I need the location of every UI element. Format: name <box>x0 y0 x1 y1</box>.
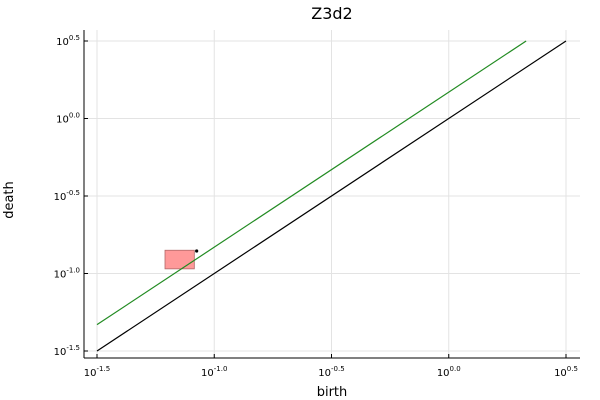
y-axis-label: death <box>2 181 17 219</box>
x-tick-label: 10-0.5 <box>318 365 344 379</box>
series-line-0 <box>96 40 567 352</box>
highlight-region <box>164 249 195 270</box>
x-tick-exponent: -0.5 <box>331 365 345 373</box>
y-tick-base: 10 <box>54 192 67 203</box>
y-tick-base: 10 <box>56 115 69 126</box>
y-tick-exponent: 0.5 <box>69 34 80 42</box>
x-tick-exponent: 0.5 <box>567 365 578 373</box>
data-point <box>195 249 199 253</box>
x-tick-exponent: -1.5 <box>97 365 111 373</box>
y-tick-label: 100.0 <box>56 112 80 126</box>
y-tick-label: 100.5 <box>56 34 80 48</box>
y-tick-exponent: -1.5 <box>66 344 80 352</box>
x-tick-label: 100.0 <box>437 365 461 379</box>
x-tick-base: 10 <box>84 368 97 379</box>
y-tick-base: 10 <box>54 270 67 281</box>
x-tick-base: 10 <box>318 368 331 379</box>
series-line-1 <box>96 40 527 326</box>
y-tick-exponent: -1.0 <box>66 267 80 275</box>
y-tick-label: 10-0.5 <box>54 189 80 203</box>
chart-title: Z3d2 <box>311 4 352 23</box>
x-tick-exponent: -1.0 <box>214 365 228 373</box>
axes <box>83 30 580 359</box>
x-tick-labels: 10-1.5 10-1.0 10-0.5 100.0 100.5 <box>84 365 578 379</box>
y-tick-base: 10 <box>56 37 69 48</box>
y-tick-label: 10-1.0 <box>54 267 80 281</box>
x-tick-base: 10 <box>554 368 567 379</box>
grid <box>84 30 580 358</box>
x-axis-label: birth <box>317 385 348 400</box>
y-tick-label: 10-1.5 <box>54 344 80 358</box>
series-layer <box>96 40 567 352</box>
x-tick-exponent: 0.0 <box>450 365 461 373</box>
y-tick-exponent: -0.5 <box>66 189 80 197</box>
x-tick-label: 10-1.5 <box>84 365 110 379</box>
x-tick-label: 10-1.0 <box>201 365 227 379</box>
y-tick-exponent: 0.0 <box>69 112 80 120</box>
x-tick-base: 10 <box>437 368 450 379</box>
y-tick-base: 10 <box>54 347 67 358</box>
x-tick-label: 100.5 <box>554 365 578 379</box>
x-tick-base: 10 <box>201 368 214 379</box>
